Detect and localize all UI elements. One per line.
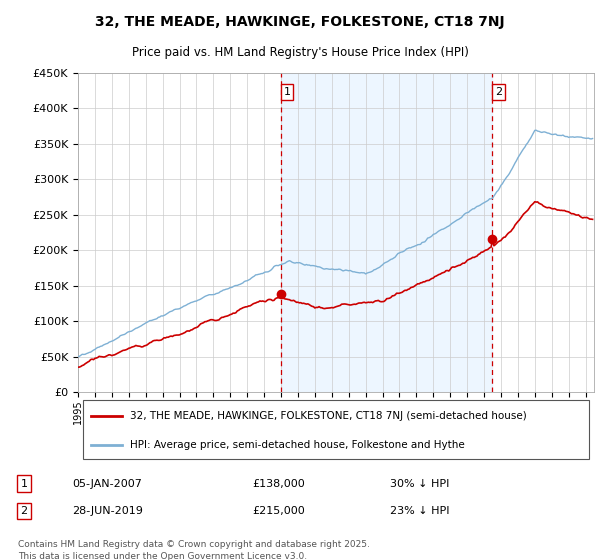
FancyBboxPatch shape [83,400,589,459]
Text: 28-JUN-2019: 28-JUN-2019 [72,506,143,516]
Text: 2: 2 [495,87,502,97]
Text: 32, THE MEADE, HAWKINGE, FOLKESTONE, CT18 7NJ: 32, THE MEADE, HAWKINGE, FOLKESTONE, CT1… [95,15,505,29]
Text: 30% ↓ HPI: 30% ↓ HPI [390,479,449,488]
Text: Price paid vs. HM Land Registry's House Price Index (HPI): Price paid vs. HM Land Registry's House … [131,46,469,59]
Text: HPI: Average price, semi-detached house, Folkestone and Hythe: HPI: Average price, semi-detached house,… [130,440,464,450]
Text: 1: 1 [20,479,28,488]
Text: Contains HM Land Registry data © Crown copyright and database right 2025.
This d: Contains HM Land Registry data © Crown c… [18,540,370,560]
Text: 05-JAN-2007: 05-JAN-2007 [72,479,142,488]
Text: 1: 1 [284,87,290,97]
Text: 32, THE MEADE, HAWKINGE, FOLKESTONE, CT18 7NJ (semi-detached house): 32, THE MEADE, HAWKINGE, FOLKESTONE, CT1… [130,410,526,421]
Text: £215,000: £215,000 [252,506,305,516]
Bar [281,73,493,392]
Text: 23% ↓ HPI: 23% ↓ HPI [390,506,449,516]
Text: £138,000: £138,000 [252,479,305,488]
Text: 2: 2 [20,506,28,516]
